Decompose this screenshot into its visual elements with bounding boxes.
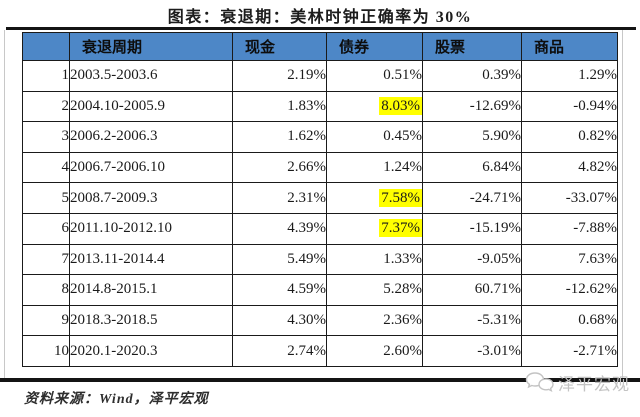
page-title: 图表：衰退期：美林时钟正确率为 30%	[167, 9, 473, 26]
cell-commodity: -2.71%	[521, 335, 618, 367]
cell-bond: 7.37%	[326, 212, 423, 245]
table-row: 8 2014.8-2015.1 4.59% 5.28% 60.71% -12.62%	[22, 274, 618, 306]
column-header-commodity: 商品	[521, 32, 618, 61]
cell-bond: 2.60%	[326, 335, 423, 367]
cell-index: 4	[22, 151, 70, 184]
cell-stock: -5.31%	[422, 304, 522, 337]
cell-period: 2014.8-2015.1	[69, 274, 233, 306]
cell-commodity: 0.82%	[521, 121, 618, 153]
cell-index: 2	[22, 90, 70, 123]
cell-commodity: -0.94%	[521, 90, 618, 123]
cell-stock: -9.05%	[422, 243, 522, 276]
watermark-label: 泽平宏观	[558, 375, 630, 394]
cell-cash: 1.62%	[232, 121, 327, 153]
cell-stock: 0.39%	[422, 60, 522, 92]
cell-stock: 60.71%	[422, 274, 522, 306]
cell-commodity: 7.63%	[521, 243, 618, 276]
cell-bond: 7.58%	[326, 182, 423, 214]
left-edge-line	[4, 30, 5, 378]
highlighted-value: 7.37%	[379, 219, 422, 238]
right-edge-line	[622, 30, 623, 378]
cell-stock: 6.84%	[422, 151, 522, 184]
cell-index: 9	[22, 304, 70, 337]
cell-commodity: -12.62%	[521, 274, 618, 306]
table-row: 2 2004.10-2005.9 1.83% 8.03% -12.69% -0.94%	[22, 90, 618, 123]
table-row: 10 2020.1-2020.3 2.74% 2.60% -3.01% -2.71%	[22, 335, 618, 367]
cell-period: 2011.10-2012.10	[69, 212, 233, 245]
column-header-stock: 股票	[422, 32, 522, 61]
cell-bond: 8.03%	[326, 90, 423, 123]
cell-bond: 0.45%	[326, 121, 423, 153]
cell-cash: 1.83%	[232, 90, 327, 123]
cell-bond: 2.36%	[326, 304, 423, 337]
cell-bond: 1.24%	[326, 151, 423, 184]
watermark: 泽平宏观	[525, 370, 630, 395]
column-header-bond: 债券	[326, 32, 423, 61]
table-row: 4 2006.7-2006.10 2.66% 1.24% 6.84% 4.82%	[22, 151, 618, 184]
cell-cash: 2.74%	[232, 335, 327, 367]
chat-bubbles-icon	[525, 371, 555, 394]
top-rule-divider	[6, 27, 636, 30]
cell-cash: 2.66%	[232, 151, 327, 184]
cell-commodity: 4.82%	[521, 151, 618, 184]
table-row: 3 2006.2-2006.3 1.62% 0.45% 5.90% 0.82%	[22, 121, 618, 153]
cell-period: 2018.3-2018.5	[69, 304, 233, 337]
table-row: 7 2013.11-2014.4 5.49% 1.33% -9.05% 7.63%	[22, 243, 618, 276]
cell-period: 2004.10-2005.9	[69, 90, 233, 123]
table-row: 9 2018.3-2018.5 4.30% 2.36% -5.31% 0.68%	[22, 304, 618, 337]
cell-stock: 5.90%	[422, 121, 522, 153]
cell-commodity: -7.88%	[521, 212, 618, 245]
cell-index: 6	[22, 212, 70, 245]
cell-period: 2020.1-2020.3	[69, 335, 233, 367]
cell-commodity: 0.68%	[521, 304, 618, 337]
cell-bond: 0.51%	[326, 60, 423, 92]
bottom-rule-divider	[0, 378, 640, 382]
cell-cash: 4.59%	[232, 274, 327, 306]
highlighted-value: 8.03%	[379, 96, 422, 115]
cell-cash: 5.49%	[232, 243, 327, 276]
cell-index: 10	[22, 335, 70, 367]
highlighted-value: 7.58%	[379, 188, 422, 207]
table-body: 1 2003.5-2003.6 2.19% 0.51% 0.39% 1.29% 2 2004.…	[22, 60, 618, 367]
table-header-row: 衰退周期 现金 债券 股票 商品	[22, 32, 618, 61]
cell-period: 2003.5-2003.6	[69, 60, 233, 92]
cell-index: 7	[22, 243, 70, 276]
column-header-period: 衰退周期	[69, 32, 233, 61]
column-header-cash: 现金	[232, 32, 327, 61]
cell-period: 2006.7-2006.10	[69, 151, 233, 184]
table-row: 1 2003.5-2003.6 2.19% 0.51% 0.39% 1.29%	[22, 60, 618, 92]
cell-index: 1	[22, 60, 70, 92]
cell-bond: 1.33%	[326, 243, 423, 276]
cell-stock: -24.71%	[422, 182, 522, 214]
cell-period: 2013.11-2014.4	[69, 243, 233, 276]
source-note: 资料来源：Wind，泽平宏观	[24, 392, 209, 407]
cell-index: 5	[22, 182, 70, 214]
cell-index: 8	[22, 274, 70, 306]
cell-cash: 2.19%	[232, 60, 327, 92]
cell-bond: 5.28%	[326, 274, 423, 306]
cell-index: 3	[22, 121, 70, 153]
cell-commodity: 1.29%	[521, 60, 618, 92]
cell-period: 2006.2-2006.3	[69, 121, 233, 153]
cell-stock: -3.01%	[422, 335, 522, 367]
cell-period: 2008.7-2009.3	[69, 182, 233, 214]
cell-stock: -12.69%	[422, 90, 522, 123]
cell-cash: 4.30%	[232, 304, 327, 337]
table-row: 6 2011.10-2012.10 4.39% 7.37% -15.19% -7.88%	[22, 212, 618, 245]
table-row: 5 2008.7-2009.3 2.31% 7.58% -24.71% -33.07%	[22, 182, 618, 214]
cell-cash: 4.39%	[232, 212, 327, 245]
cell-cash: 2.31%	[232, 182, 327, 214]
cell-commodity: -33.07%	[521, 182, 618, 214]
cell-stock: -15.19%	[422, 212, 522, 245]
column-header-index	[22, 32, 70, 61]
data-table: 衰退周期 现金 债券 股票 商品 1 2003.5-2003.6 2.19% 0.51…	[22, 32, 618, 367]
